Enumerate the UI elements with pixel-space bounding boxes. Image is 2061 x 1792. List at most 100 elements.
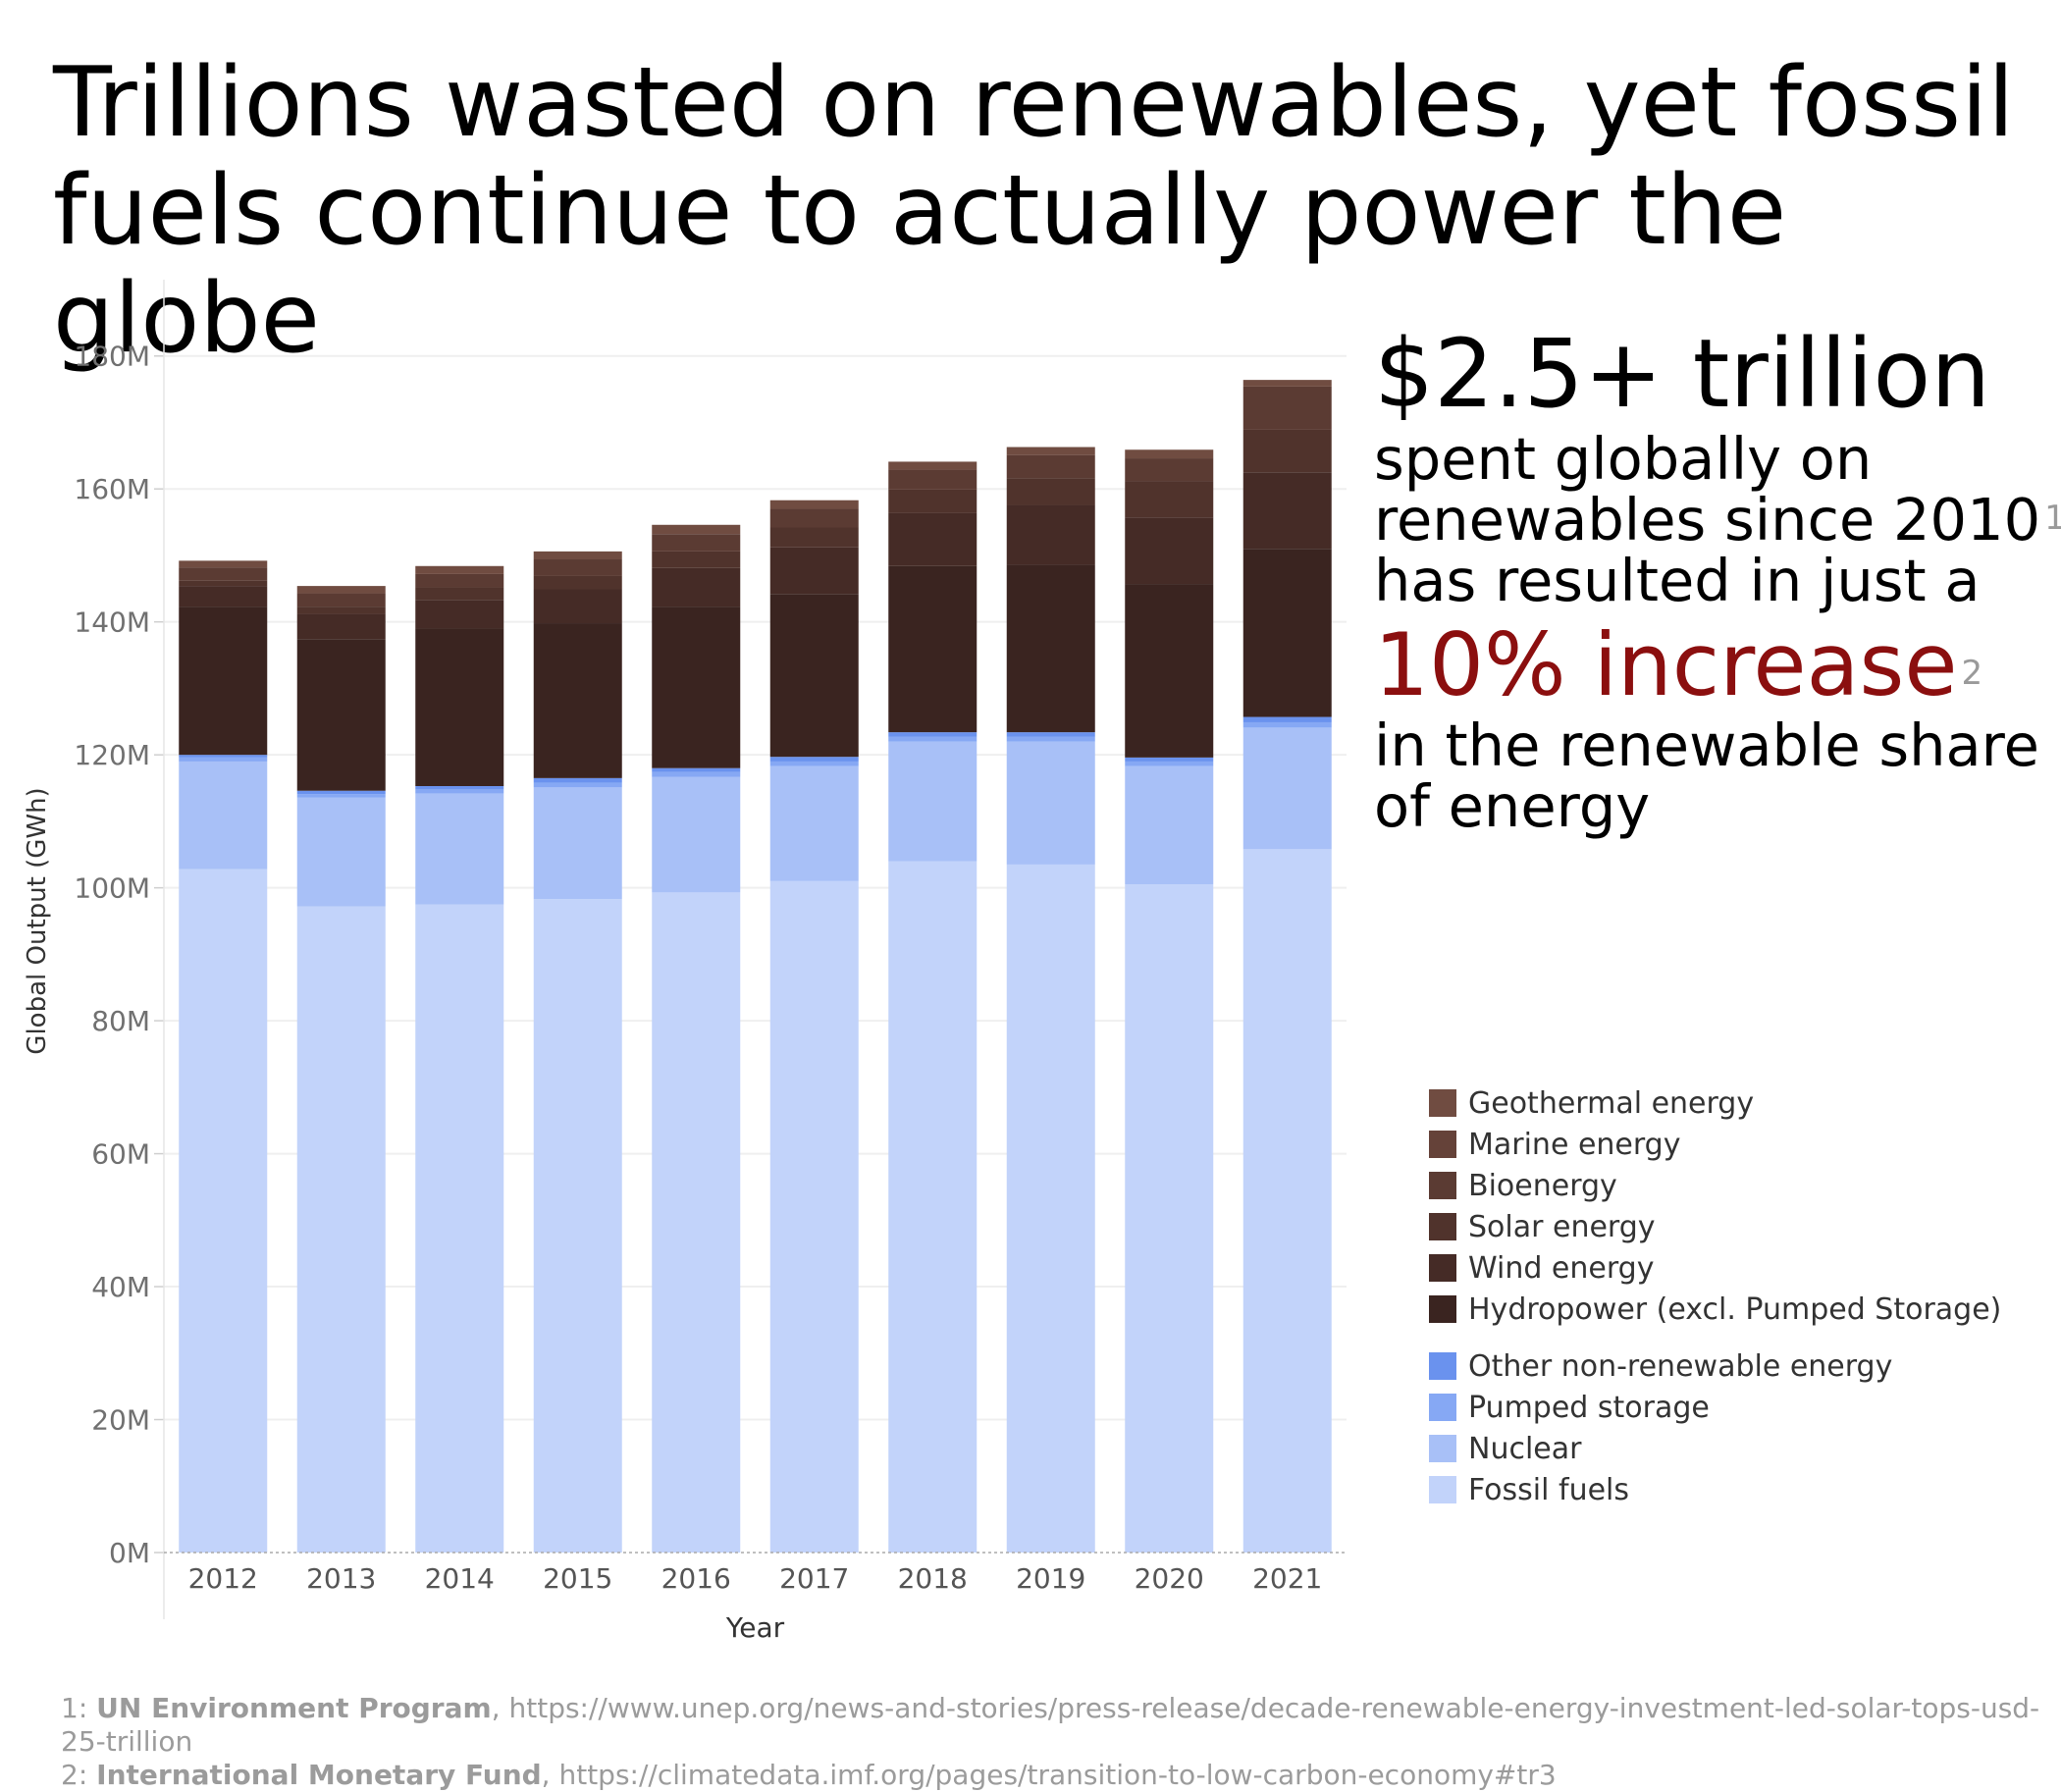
footnote-1-num: 1: <box>61 1692 97 1724</box>
footnote-2: 2: International Monetary Fund, https://… <box>61 1759 2061 1792</box>
legend-label: Other non-renewable energy <box>1468 1348 1893 1384</box>
title-line-1: Trillions wasted on renewables, yet foss… <box>53 47 2015 159</box>
bar-segment <box>652 767 741 772</box>
legend-label: Hydropower (excl. Pumped Storage) <box>1468 1291 2002 1327</box>
bar-segment <box>296 593 386 607</box>
bar-segment <box>1242 380 1332 387</box>
y-tick-label: 0M <box>109 1537 150 1569</box>
callout-amount: $2.5+ trillion <box>1374 319 1991 429</box>
footnote-2-url: , https://climatedata.imf.org/pages/tran… <box>541 1759 1557 1791</box>
x-tick-label: 2014 <box>425 1562 495 1595</box>
bar-segment <box>179 606 268 756</box>
bars <box>179 380 1332 1553</box>
legend-swatch <box>1429 1435 1456 1462</box>
legend-item: Nuclear <box>1429 1428 2001 1469</box>
bar-segment <box>179 567 268 581</box>
callout-line-5: of energy <box>1374 772 1651 840</box>
bar-segment <box>179 586 268 607</box>
bar-segment <box>769 508 859 528</box>
footnote-1-source: UN Environment Program <box>96 1692 492 1724</box>
legend-label: Pumped storage <box>1468 1390 1710 1425</box>
bar-segment <box>179 560 268 568</box>
legend: Geothermal energy Marine energy Bioenergy S… <box>1429 1082 2001 1510</box>
bar-segment <box>1006 736 1095 742</box>
y-tick-label: 20M <box>91 1404 150 1437</box>
bar-segment <box>1125 449 1214 459</box>
bar-segment <box>179 757 268 762</box>
bar-segment <box>652 776 741 893</box>
callout-highlight: 10% increase 2 <box>1374 615 2041 715</box>
bar-segment <box>769 594 859 758</box>
bar-segment <box>1242 716 1332 722</box>
footnote-ref-1: 1 <box>2044 499 2061 538</box>
legend-nonrenewable-group: Other non-renewable energy Pumped storage… <box>1429 1345 2001 1510</box>
bar-segment <box>652 771 741 777</box>
bar-segment <box>415 785 504 790</box>
legend-item: Bioenergy <box>1429 1165 2001 1206</box>
legend-label: Wind energy <box>1468 1250 1655 1286</box>
chart-title: Trillions wasted on renewables, yet foss… <box>53 49 2016 373</box>
x-tick-label: 2020 <box>1135 1562 1204 1595</box>
bar-segment <box>1006 454 1095 479</box>
callout: $2.5+ trillion spent globally on renewab… <box>1374 319 2061 840</box>
legend-swatch <box>1429 1394 1456 1421</box>
legend-item: Fossil fuels <box>1429 1469 2001 1510</box>
y-tick-label: 60M <box>91 1138 150 1171</box>
bar-segment <box>415 904 504 1553</box>
legend-label: Geothermal energy <box>1468 1085 1755 1121</box>
x-tick-label: 2019 <box>1016 1562 1085 1595</box>
legend-swatch <box>1429 1295 1456 1323</box>
bar-segment <box>769 527 859 548</box>
bar-segment <box>1242 472 1332 550</box>
legend-swatch <box>1429 1476 1456 1503</box>
bar-segment <box>1125 517 1214 585</box>
bar-segment <box>533 899 622 1553</box>
bar-segment <box>533 559 622 576</box>
callout-line-1: spent globally on <box>1374 425 1873 493</box>
legend-item: Wind energy <box>1429 1247 2001 1289</box>
x-tick-label: 2013 <box>306 1562 376 1595</box>
legend-swatch <box>1429 1254 1456 1282</box>
bar-segment <box>652 892 741 1553</box>
footnote-ref-2: 2 <box>1961 654 1983 693</box>
bar-segment <box>533 777 622 783</box>
bar-segment <box>1006 732 1095 737</box>
bar-segment <box>888 741 978 862</box>
bar-segment <box>769 500 859 509</box>
bar-segment <box>296 797 386 907</box>
bar-segment <box>888 732 978 737</box>
bar-segment <box>1006 564 1095 733</box>
bar-segment <box>652 524 741 535</box>
bar-segment <box>179 869 268 1553</box>
x-tick-label: 2012 <box>188 1562 258 1595</box>
legend-item: Hydropower (excl. Pumped Storage) <box>1429 1289 2001 1330</box>
bar-segment <box>1125 765 1214 885</box>
bar-segment <box>769 547 859 595</box>
legend-swatch <box>1429 1213 1456 1240</box>
bar-segment <box>533 787 622 900</box>
x-tick-label: 2021 <box>1252 1562 1322 1595</box>
bar-segment <box>533 575 622 590</box>
bar-segment <box>533 623 622 778</box>
legend-label: Fossil fuels <box>1468 1472 1630 1507</box>
bar-segment <box>652 534 741 552</box>
bar-segment <box>1125 757 1214 762</box>
y-tick-label: 140M <box>74 606 150 639</box>
bar-segment <box>1006 478 1095 505</box>
bar-segment <box>769 757 859 762</box>
bar-segment <box>533 782 622 788</box>
legend-label: Solar energy <box>1468 1209 1656 1244</box>
bar-segment <box>415 587 504 601</box>
y-tick-label: 120M <box>74 739 150 771</box>
x-tick-label: 2016 <box>661 1562 731 1595</box>
bar-segment <box>533 551 622 560</box>
bar-segment <box>296 586 386 594</box>
bar-segment <box>415 628 504 786</box>
bar-segment <box>652 606 741 768</box>
y-tick-label: 180M <box>74 341 150 373</box>
legend-item: Geothermal energy <box>1429 1082 2001 1124</box>
y-tick-label: 40M <box>91 1271 150 1303</box>
bar-segment <box>415 600 504 629</box>
bar-segment <box>1125 761 1214 766</box>
bar-segment <box>1242 549 1332 717</box>
